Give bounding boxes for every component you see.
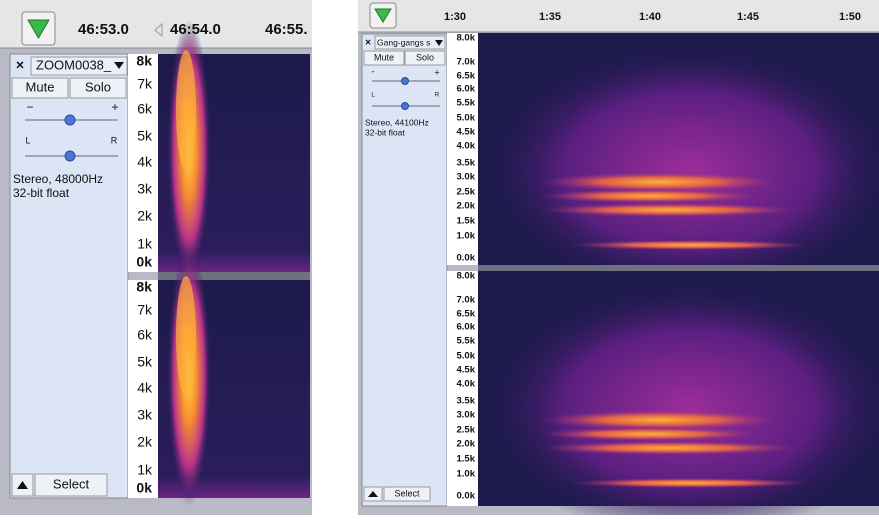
freq-label: 4.0k (457, 141, 476, 152)
label: R (435, 93, 440, 99)
freq-label: 6k (137, 327, 153, 343)
freq-label: 2k (137, 434, 153, 450)
track-info: 32-bit float (13, 186, 70, 200)
freq-label: 7.0k (457, 295, 476, 306)
freq-label: 2.5k (457, 425, 476, 436)
freq-label: 6.5k (457, 309, 476, 320)
freq-label: 8.0k (457, 33, 476, 44)
freq-label: 6.0k (457, 84, 476, 95)
ruler-label: 1:40 (639, 11, 661, 23)
freq-label: 1.0k (457, 469, 476, 480)
freq-label: 5.5k (457, 98, 476, 109)
left-panel: × (0, 0, 312, 515)
ruler-label: 46:54.0 (170, 21, 221, 38)
freq-label: 3.5k (457, 158, 476, 169)
freq-label: 4.5k (457, 365, 476, 376)
freq-label: 5.5k (457, 336, 476, 347)
ruler (358, 0, 879, 32)
button-label: Mute (374, 52, 394, 62)
freq-label: 3.0k (457, 172, 476, 183)
ruler-label: 46:55. (265, 21, 308, 38)
freq-label: 6.5k (457, 71, 476, 82)
freq-label: 5k (137, 354, 153, 370)
spectrogram (478, 33, 879, 515)
freq-label: 2.0k (457, 439, 476, 450)
freq-label: 1k (137, 236, 153, 252)
freq-label: 0k (136, 480, 152, 496)
label: + (434, 67, 439, 77)
screenshot: × × (0, 0, 879, 515)
freq-label: 5k (137, 128, 153, 144)
freq-label: 7k (137, 76, 153, 92)
freq-label: 6k (137, 101, 153, 117)
freq-label: 0.0k (457, 253, 476, 264)
ruler-label: 1:50 (839, 11, 861, 23)
track-info: Stereo, 48000Hz (13, 172, 103, 186)
button-label: Select (394, 488, 420, 498)
freq-label: 8k (136, 53, 152, 69)
ruler-label: 1:35 (539, 11, 561, 23)
label: − (26, 100, 33, 114)
button-label: Solo (416, 52, 434, 62)
label: L (25, 135, 30, 145)
freq-label: 2.0k (457, 201, 476, 212)
button-label: Solo (85, 79, 111, 94)
freq-label: 6.0k (457, 322, 476, 333)
freq-label: 4.5k (457, 127, 476, 138)
label: - (372, 66, 375, 76)
freq-label: 4k (137, 154, 153, 170)
freq-label: 8k (136, 279, 152, 295)
freq-label: 3.0k (457, 410, 476, 421)
freq-label: 5.0k (457, 351, 476, 362)
freq-label: 7k (137, 302, 153, 318)
close-icon[interactable]: × (365, 38, 371, 49)
button-label: Select (53, 476, 90, 491)
freq-label: 3k (137, 181, 153, 197)
freq-label: 0.0k (457, 491, 476, 502)
gain-thumb[interactable] (65, 115, 75, 125)
track-name: Gang-gangs s (377, 37, 430, 47)
pan-thumb[interactable] (65, 151, 75, 161)
freq-label: 1k (137, 462, 153, 478)
ruler-label: 1:45 (737, 11, 759, 23)
freq-label: 3.5k (457, 396, 476, 407)
freq-label: 4k (137, 380, 153, 396)
track-info: 32-bit float (365, 127, 405, 137)
label: + (111, 100, 118, 114)
ruler-label: 1:30 (444, 11, 466, 23)
freq-label: 2.5k (457, 187, 476, 198)
freq-label: 1.5k (457, 216, 476, 227)
freq-label: 0k (136, 254, 152, 270)
freq-label: 2k (137, 208, 153, 224)
button-label: Mute (26, 79, 55, 94)
label: R (111, 135, 118, 145)
ruler-label: 46:53.0 (78, 21, 129, 38)
freq-label: 4.0k (457, 379, 476, 390)
freq-label: 1.0k (457, 231, 476, 242)
freq-label: 7.0k (457, 57, 476, 68)
freq-label: 3k (137, 407, 153, 423)
track-name: ZOOM0038_ (36, 57, 112, 72)
gain-thumb[interactable] (402, 78, 409, 85)
freq-label: 1.5k (457, 454, 476, 465)
freq-label: 8.0k (457, 271, 476, 282)
spectrogram (158, 20, 310, 506)
close-icon[interactable]: × (16, 57, 24, 73)
track-info: Stereo, 44100Hz (365, 117, 429, 127)
pan-thumb[interactable] (402, 103, 409, 110)
freq-label: 5.0k (457, 113, 476, 124)
